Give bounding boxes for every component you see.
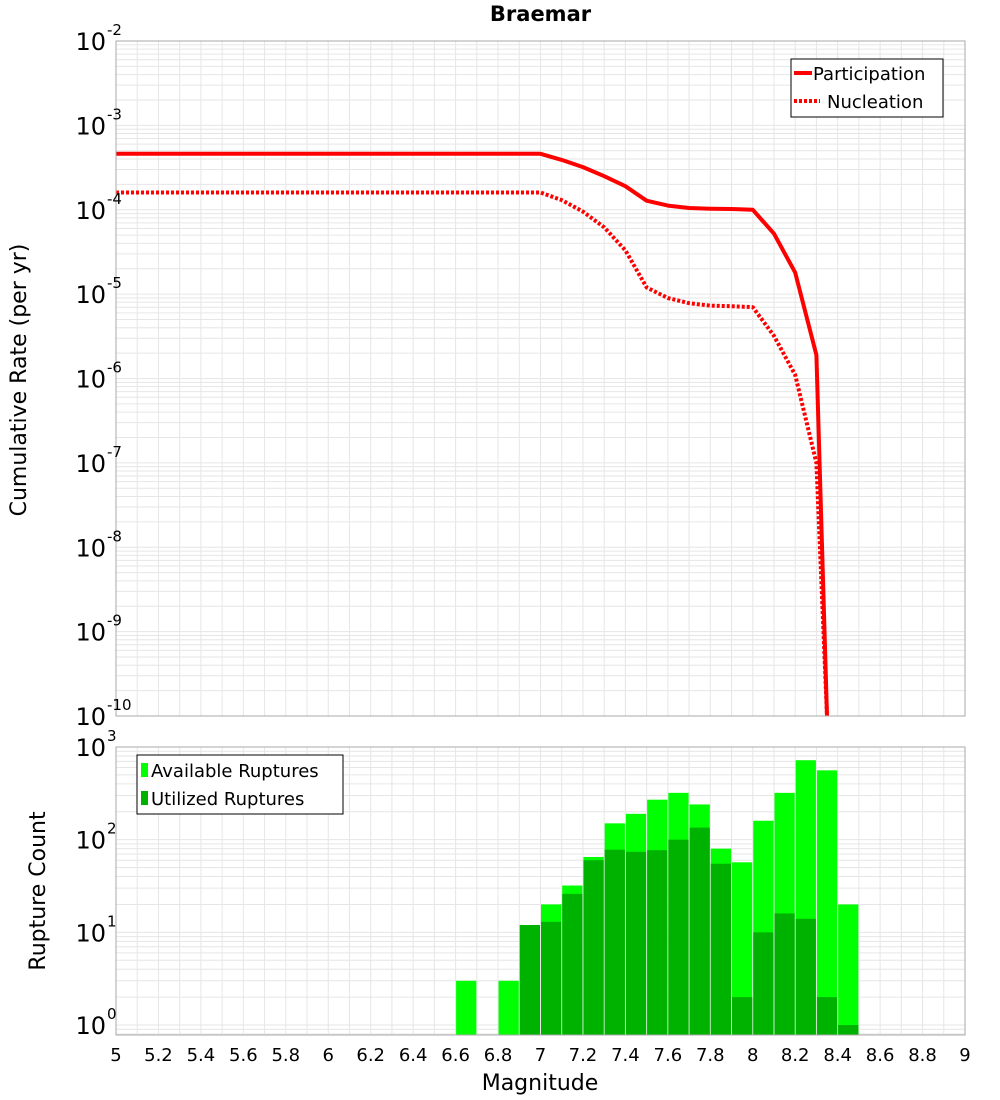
- top-y-tick-label-exponent: -7: [107, 443, 122, 461]
- x-tick-label: 7: [535, 1045, 546, 1066]
- top-y-tick-label-exponent: -5: [107, 274, 122, 292]
- x-tick-label: 6.2: [356, 1045, 385, 1066]
- legend-utilized-label: Utilized Ruptures: [151, 789, 304, 810]
- top-y-tick-label-exponent: -8: [107, 527, 122, 545]
- top-y-tick-label: 10: [75, 703, 106, 731]
- utilized-rupture-bar: [668, 839, 689, 1035]
- top-y-tick-label-exponent: -2: [107, 21, 122, 39]
- utilized-rupture-bar: [795, 918, 816, 1035]
- bottom-legend: Available Ruptures Utilized Ruptures: [136, 754, 344, 815]
- top-y-tick-label-exponent: -6: [107, 359, 122, 377]
- x-tick-label: 5.6: [229, 1045, 258, 1066]
- top-y-tick-label: 10: [75, 112, 106, 140]
- top-y-tick-labels: 10-210-310-410-510-610-710-810-910-10: [75, 21, 131, 731]
- chart-title: Braemar: [489, 2, 592, 26]
- x-tick-label: 5.2: [144, 1045, 173, 1066]
- x-tick-label: 8: [747, 1045, 758, 1066]
- available-rupture-bar: [732, 862, 753, 1035]
- x-tick-label: 6: [323, 1045, 334, 1066]
- utilized-rupture-bar: [710, 863, 732, 1035]
- rupture-bars: [456, 760, 859, 1035]
- x-tick-label: 5.8: [271, 1045, 300, 1066]
- utilized-rupture-bar: [583, 860, 604, 1035]
- legend-available-swatch: [141, 763, 148, 777]
- utilized-rupture-bar: [562, 893, 583, 1035]
- bottom-y-axis-title: Rupture Count: [26, 811, 51, 971]
- legend-available-label: Available Ruptures: [151, 761, 319, 782]
- available-rupture-bar: [498, 980, 519, 1035]
- x-tick-label: 8.4: [823, 1045, 852, 1066]
- top-y-tick-label: 10: [75, 197, 106, 225]
- participation-line: [116, 151, 829, 717]
- x-tick-label: 7.6: [654, 1045, 683, 1066]
- utilized-rupture-bar: [753, 932, 774, 1035]
- legend-participation-label: Participation: [813, 64, 925, 85]
- utilized-rupture-bar: [604, 849, 625, 1035]
- utilized-rupture-bar: [647, 850, 668, 1035]
- top-y-tick-label-exponent: -9: [107, 612, 122, 630]
- utilized-rupture-bar: [774, 913, 795, 1035]
- top-y-tick-label: 10: [75, 450, 106, 478]
- top-y-tick-label-exponent: -3: [107, 105, 122, 123]
- top-y-tick-label: 10: [75, 366, 106, 394]
- legend-nucleation-label: Nucleation: [827, 92, 923, 113]
- top-plot-frame: [115, 40, 966, 717]
- top-y-tick-label-exponent: -4: [107, 190, 122, 208]
- top-y-tick-label: 10: [75, 28, 106, 56]
- bottom-y-tick-label: 10: [75, 734, 106, 762]
- utilized-rupture-bar: [689, 827, 710, 1035]
- utilized-rupture-bar: [838, 1025, 859, 1035]
- legend-utilized-swatch: [141, 791, 148, 805]
- top-plot-grid: [115, 41, 966, 717]
- top-y-tick-label: 10: [75, 619, 106, 647]
- top-y-tick-label: 10: [75, 534, 106, 562]
- x-tick-labels: 5 5.2 5.4 5.6 5.8 6 6.2 6.4 6.6 6.8 7 7.2 7.4 7.6 7.8 8…: [110, 1045, 970, 1066]
- x-tick-label: 6.4: [399, 1045, 428, 1066]
- bottom-y-tick-label: 10: [75, 919, 106, 947]
- top-y-tick-label-exponent: -10: [107, 696, 132, 714]
- x-tick-label: 8.8: [908, 1045, 937, 1066]
- x-tick-label: 7.2: [569, 1045, 598, 1066]
- bottom-legend-box: [136, 754, 344, 815]
- x-axis-title: Magnitude: [482, 1071, 599, 1096]
- bottom-y-tick-label: 10: [75, 1012, 106, 1040]
- x-tick-label: 6.8: [484, 1045, 513, 1066]
- top-y-axis-title: Cumulative Rate (per yr): [7, 244, 32, 517]
- bottom-y-tick-label-exponent: 3: [107, 727, 117, 745]
- bottom-y-tick-label: 10: [75, 827, 106, 855]
- x-tick-label: 7.4: [611, 1045, 640, 1066]
- utilized-rupture-bar: [732, 997, 753, 1035]
- bottom-y-tick-label-exponent: 1: [107, 912, 117, 930]
- rate-lines: [116, 151, 829, 717]
- bottom-plot-frame: [115, 746, 966, 1036]
- x-tick-label: 9: [959, 1045, 970, 1066]
- x-tick-label: 5.4: [187, 1045, 216, 1066]
- available-rupture-bar: [838, 904, 859, 1035]
- utilized-rupture-bar: [541, 921, 562, 1035]
- x-tick-label: 6.6: [441, 1045, 470, 1066]
- top-legend: Participation Nucleation: [790, 58, 944, 118]
- top-legend-box: [790, 58, 944, 118]
- x-tick-label: 8.2: [781, 1045, 810, 1066]
- top-y-tick-label: 10: [75, 281, 106, 309]
- bottom-y-tick-label-exponent: 2: [107, 820, 117, 838]
- utilized-rupture-bar: [625, 851, 647, 1035]
- utilized-rupture-bar: [519, 924, 540, 1035]
- utilized-rupture-bar: [816, 997, 838, 1035]
- x-tick-label: 5: [110, 1045, 121, 1066]
- x-tick-label: 8.6: [866, 1045, 895, 1066]
- nucleation-line: [116, 190, 829, 717]
- available-rupture-bar: [816, 770, 838, 1035]
- bottom-y-tick-label-exponent: 0: [107, 1005, 117, 1023]
- x-tick-label: 7.8: [696, 1045, 725, 1066]
- available-rupture-bar: [456, 980, 477, 1035]
